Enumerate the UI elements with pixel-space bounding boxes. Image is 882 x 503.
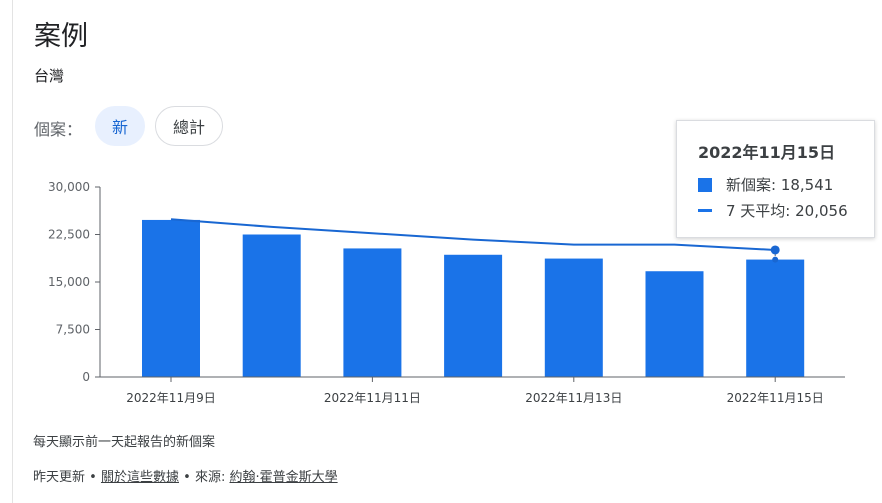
bar-new-cases — [645, 271, 704, 377]
bar-new-cases — [746, 259, 805, 377]
cases-filter-label: 個案： — [34, 120, 83, 139]
line-swatch-icon — [698, 209, 712, 212]
new-cases-chip[interactable]: 新 — [95, 106, 145, 146]
updated-text: 昨天更新 — [33, 470, 86, 485]
average-line — [170, 218, 776, 251]
y-tick-label: 15,000 — [48, 275, 90, 289]
bar-new-cases — [343, 248, 402, 377]
separator-dot: • — [89, 470, 101, 485]
tooltip-date: 2022年11月15日 — [698, 143, 836, 162]
tooltip-average: 7 天平均: 20,056 — [726, 202, 848, 220]
bar-point-marker — [772, 256, 779, 263]
data-note: 每天顯示前一天起報告的新個案 — [33, 435, 216, 450]
source-link[interactable]: 約翰·霍普金斯大學 — [229, 470, 338, 485]
y-tick-label: 30,000 — [48, 180, 90, 194]
y-tick-label: 0 — [82, 370, 90, 384]
region-label: 台灣 — [34, 67, 65, 85]
total-cases-chip[interactable]: 總計 — [155, 106, 223, 146]
chart-tooltip: 2022年11月15日 新個案: 18,541 7 天平均: 20,056 — [676, 120, 875, 238]
bar-new-cases — [242, 234, 301, 377]
y-tick-label: 7,500 — [56, 323, 90, 337]
tooltip-new-cases-row: 新個案: 18,541 — [698, 174, 833, 195]
cases-chart[interactable]: 0 7,500 15,000 22,500 30,000 2022年11月9日 2022年1… — [0, 170, 882, 410]
average-point-marker — [770, 245, 780, 255]
page-title: 案例 — [34, 21, 88, 52]
separator-dot: • — [183, 470, 195, 485]
bar-swatch-icon — [698, 177, 712, 192]
x-tick-label: 2022年11月15日 — [727, 391, 824, 405]
y-tick-label: 22,500 — [48, 228, 90, 242]
x-tick-label: 2022年11月9日 — [126, 391, 215, 405]
tooltip-average-row: 7 天平均: 20,056 — [698, 200, 848, 221]
x-tick-label: 2022年11月13日 — [525, 391, 622, 405]
bar-new-cases — [544, 258, 603, 377]
tooltip-new-cases: 新個案: 18,541 — [726, 176, 834, 194]
source-prefix: 來源: — [194, 470, 226, 485]
bar-new-cases — [142, 219, 200, 377]
bar-new-cases — [444, 254, 503, 377]
about-data-link[interactable]: 關於這些數據 — [100, 470, 179, 485]
footer: 昨天更新 • 關於這些數據 • 來源: 約翰·霍普金斯大學 — [33, 466, 338, 485]
card-border — [12, 0, 13, 503]
x-tick-label: 2022年11月11日 — [324, 391, 421, 405]
